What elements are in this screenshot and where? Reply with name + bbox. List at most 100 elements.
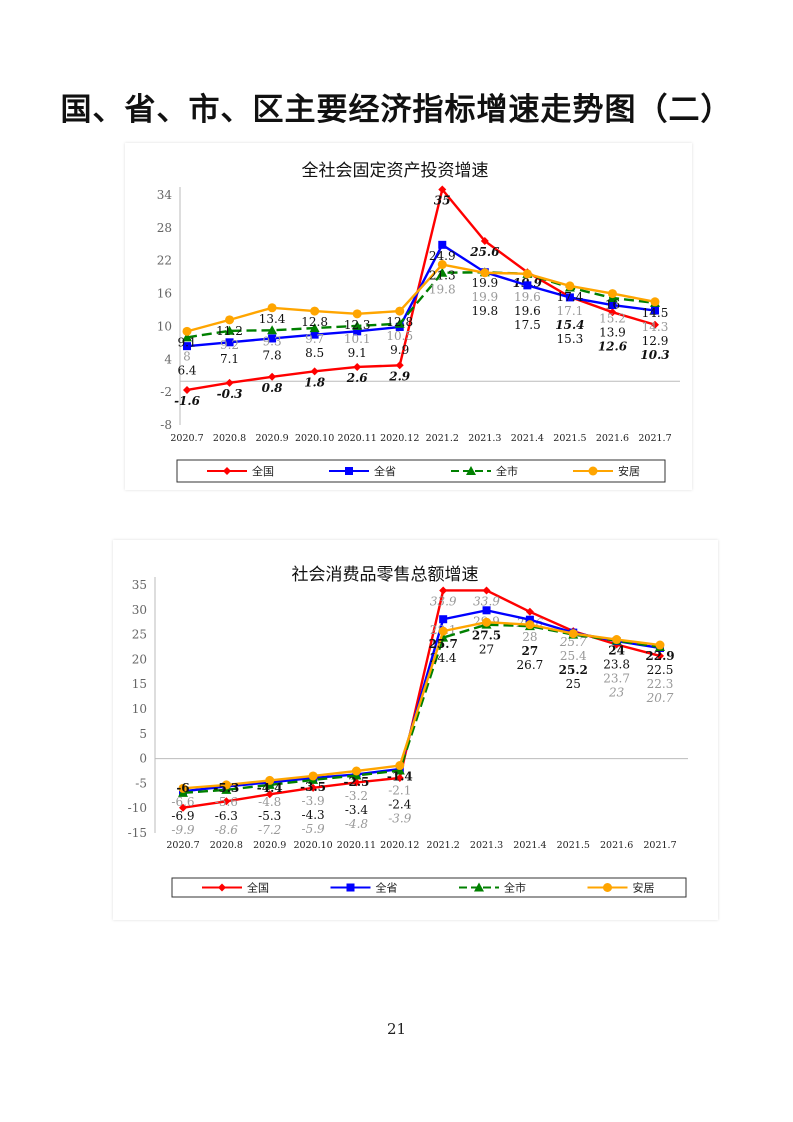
series-line xyxy=(186,243,656,348)
y-tick-label: 0 xyxy=(139,752,147,766)
data-label: 28 xyxy=(522,630,537,644)
data-label: 9.3 xyxy=(263,334,282,348)
data-label: 12.8 xyxy=(386,315,413,329)
legend-marker xyxy=(474,882,484,892)
y-tick-label: 25 xyxy=(132,628,147,642)
data-label: 25.7 xyxy=(559,635,587,649)
data-label: 24.9 xyxy=(429,249,456,263)
x-tick-label: 2021.5 xyxy=(553,433,586,444)
data-point xyxy=(395,761,405,771)
data-point xyxy=(482,586,491,595)
series-全国: -9.9-8.6-7.2-5.9-4.8-3.933.933.929.625.7… xyxy=(171,586,674,837)
data-label: -5.9 xyxy=(302,822,326,836)
y-tick-label: 4 xyxy=(164,352,172,366)
data-point xyxy=(437,260,447,270)
data-label: 19.9 xyxy=(471,290,498,304)
data-point xyxy=(183,385,191,394)
data-point xyxy=(267,303,277,313)
y-tick-label: -8 xyxy=(160,418,172,432)
y-tick-label: 15 xyxy=(132,677,147,691)
legend-item: 全市 xyxy=(451,464,518,478)
data-point xyxy=(182,326,192,336)
data-point xyxy=(651,306,659,315)
data-label: 23.7 xyxy=(603,672,630,686)
legend-marker xyxy=(603,883,612,892)
page-title: 国、省、市、区主要经济指标增速走势图（二） xyxy=(60,92,733,128)
data-label: 19.9 xyxy=(471,276,498,290)
x-tick-label: 2021.3 xyxy=(468,433,501,444)
x-tick-label: 2021.6 xyxy=(600,840,633,851)
data-label: 17.1 xyxy=(557,304,584,318)
data-label: 9.1 xyxy=(348,346,367,360)
data-point xyxy=(608,301,617,310)
data-label: -6 xyxy=(176,781,189,795)
data-label: 17.5 xyxy=(514,318,541,332)
y-tick-label: -10 xyxy=(128,801,147,815)
data-point xyxy=(309,323,320,333)
data-point xyxy=(525,615,534,624)
data-point xyxy=(394,318,405,328)
data-label: 27 xyxy=(479,642,494,656)
data-label: 9.9 xyxy=(390,343,409,357)
data-label: -3.9 xyxy=(302,794,325,808)
x-tick-label: 2021.3 xyxy=(470,840,503,851)
legend-label: 全市 xyxy=(504,881,526,895)
legend-item: 全省 xyxy=(330,881,398,895)
y-tick-label: -5 xyxy=(135,776,147,790)
data-label: 0.8 xyxy=(262,381,284,395)
series-line xyxy=(186,263,656,333)
data-label: 27.5 xyxy=(472,628,501,642)
x-tick-label: 2021.4 xyxy=(513,840,546,851)
x-tick-label: 2020.12 xyxy=(380,840,419,851)
legend-box xyxy=(171,877,687,898)
data-point xyxy=(439,586,448,595)
legend-marker xyxy=(218,883,226,892)
y-tick-label: -2 xyxy=(160,385,172,399)
data-label: 2.6 xyxy=(346,371,369,385)
data-label: -2.4 xyxy=(388,798,412,812)
data-point xyxy=(438,626,448,636)
data-label: 9.7 xyxy=(305,332,324,346)
x-tick-label: 2020.10 xyxy=(293,840,332,851)
data-label: -0.3 xyxy=(217,387,243,401)
data-label: 15.4 xyxy=(555,318,584,332)
data-point xyxy=(310,306,320,316)
data-label: 14.5 xyxy=(642,306,669,320)
x-tick-label: 2021.7 xyxy=(643,840,676,851)
legend-label: 全省 xyxy=(374,464,396,478)
data-point xyxy=(222,797,231,806)
x-tick-label: 2021.2 xyxy=(427,840,460,851)
data-point xyxy=(352,309,362,319)
data-point xyxy=(482,617,492,627)
data-label: 33.9 xyxy=(430,594,457,608)
data-label: 35 xyxy=(434,194,451,208)
legend-item: 安居 xyxy=(573,464,640,478)
data-point xyxy=(183,342,191,351)
data-point xyxy=(565,293,574,302)
legend-item: 全国 xyxy=(202,881,269,895)
data-point xyxy=(522,269,532,279)
data-point xyxy=(480,268,490,278)
data-label: 12.3 xyxy=(344,318,371,332)
data-label: -5.6 xyxy=(215,795,238,809)
data-point xyxy=(438,240,447,249)
series-line xyxy=(186,271,656,339)
data-label: 7.8 xyxy=(263,348,282,362)
legend-marker xyxy=(223,467,231,475)
data-point xyxy=(656,651,664,660)
data-point xyxy=(353,327,362,336)
data-point xyxy=(308,771,318,781)
data-label: 9.2 xyxy=(220,338,239,352)
y-tick-label: 35 xyxy=(132,578,147,592)
data-point xyxy=(568,629,578,639)
data-point xyxy=(482,606,491,615)
data-point xyxy=(310,367,319,376)
data-label: 16 xyxy=(605,298,620,312)
data-label: 33.9 xyxy=(473,594,500,608)
data-label: 25.4 xyxy=(560,649,587,663)
data-label: -6.3 xyxy=(215,809,238,823)
y-tick-label: 34 xyxy=(157,188,173,202)
data-label: -4.4 xyxy=(257,781,283,795)
